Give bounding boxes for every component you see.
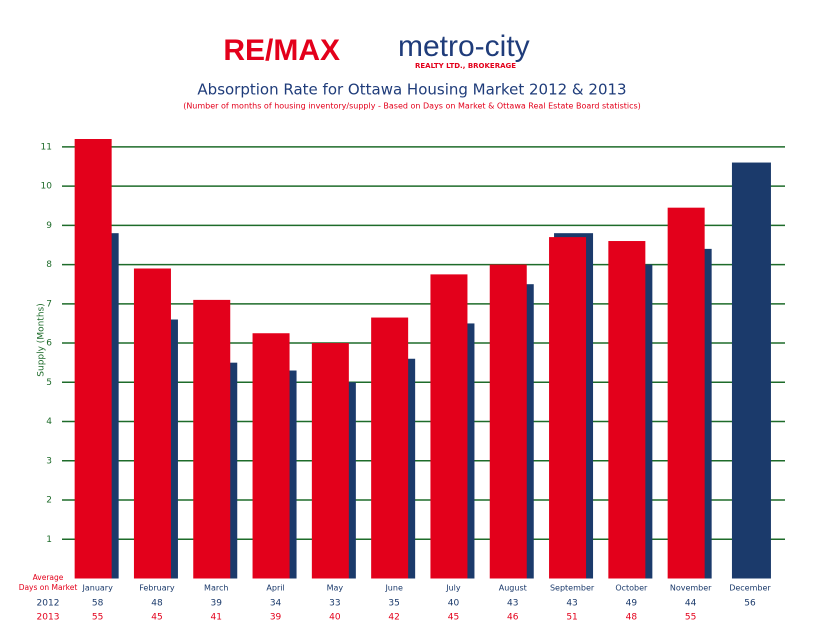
y-tick-label: 2 [46,496,52,506]
table-cell: 35 [388,599,399,609]
table-cell: 39 [270,613,282,623]
bar [371,317,409,579]
table-cell: 49 [626,599,638,609]
bar [133,268,171,579]
table-title: Average [33,573,64,582]
table-cell: 48 [626,613,638,623]
y-tick-label: 8 [46,260,52,270]
table-cell: 55 [685,613,696,623]
y-tick-label: 11 [41,142,52,152]
x-tick-label: November [670,584,712,593]
x-tick-label: December [729,584,771,593]
logo-name: metro-city [398,30,530,63]
table-cell: 56 [744,599,756,609]
x-tick-label: March [204,584,228,593]
table-cell: 43 [507,599,518,609]
y-tick-label: 5 [46,378,52,388]
logo-tagline: REALTY LTD., BROKERAGE [415,62,516,70]
table-cell: 48 [151,599,163,609]
table-cell: 51 [566,613,577,623]
chart-title: Absorption Rate for Ottawa Housing Marke… [197,81,626,99]
table-cell: 44 [685,599,697,609]
x-tick-label: February [139,584,175,593]
bar [193,299,231,579]
table-cell: 34 [270,599,282,609]
bar [608,241,646,579]
bar [74,139,112,579]
table-cell: 40 [329,613,341,623]
x-tick-label: April [266,584,284,593]
chart-subtitle: (Number of months of housing inventory/s… [183,102,641,111]
x-tick-label: August [499,584,527,593]
x-tick-label: June [384,584,403,593]
table-cell: 43 [566,599,577,609]
table-cell: 40 [448,599,460,609]
bar [311,343,349,579]
y-tick-label: 6 [46,339,52,349]
table-cell: 41 [211,613,222,623]
row-label: 2012 [37,599,60,609]
bar [430,274,468,579]
table-cell: 33 [329,599,340,609]
bar [489,264,527,579]
bar [252,333,290,579]
table-cell: 55 [92,613,103,623]
table-cell: 58 [92,599,104,609]
table-title: Days on Market [19,583,78,592]
table-cell: 42 [388,613,399,623]
logo-brand: RE/MAX [223,34,340,67]
bar [549,237,587,579]
x-tick-label: September [550,584,595,593]
y-tick-label: 1 [46,535,52,545]
y-tick-label: 7 [46,299,52,309]
bar [731,162,771,579]
x-tick-label: January [81,584,113,593]
x-tick-label: May [327,584,344,593]
y-tick-label: 10 [41,182,53,192]
table-cell: 46 [507,613,519,623]
y-tick-label: 3 [46,456,52,466]
table-cell: 39 [211,599,223,609]
table-cell: 45 [448,613,459,623]
row-label: 2013 [37,613,60,623]
bar [667,207,705,579]
table-cell: 45 [151,613,162,623]
y-tick-label: 4 [46,417,52,427]
x-tick-label: October [615,584,648,593]
y-axis-label: Supply (Months) [37,303,47,376]
y-tick-label: 9 [46,221,52,231]
x-tick-label: July [445,584,461,593]
